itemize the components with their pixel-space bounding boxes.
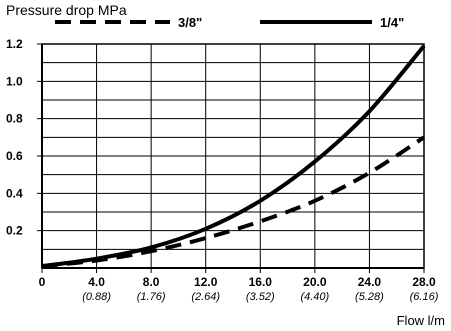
x-tick-label: 20.0: [303, 275, 327, 289]
y-tick-label: 1.2: [6, 37, 23, 51]
y-tick-label: 1.0: [6, 74, 23, 88]
x-tick-sublabel: (4.40): [300, 291, 329, 303]
x-tick-label: 4.0: [88, 275, 105, 289]
x-tick-sublabel: (3.52): [246, 291, 275, 303]
x-tick-sublabel: (1.76): [137, 291, 166, 303]
y-tick-label: 0.2: [6, 224, 23, 238]
y-tick-label: 0.4: [6, 186, 23, 200]
y-tick-label: 0.8: [6, 112, 23, 126]
x-tick-label: 24.0: [358, 275, 382, 289]
x-tick-sublabel: (0.88): [82, 291, 111, 303]
series-line-solid: [41, 44, 426, 269]
x-tick-sublabel: (2.64): [191, 291, 220, 303]
x-tick-label: 0: [39, 275, 46, 289]
y-axis-title: Pressure drop MPa: [6, 2, 127, 18]
legend-label: 1/4": [380, 15, 404, 30]
x-tick-label: 16.0: [249, 275, 273, 289]
x-tick-label: 12.0: [194, 275, 218, 289]
x-tick-sublabel: (6.16): [410, 291, 439, 303]
y-tick-label: 0.6: [6, 149, 23, 163]
x-tick-label: 28.0: [412, 275, 436, 289]
x-axis-title: Flow l/m: [396, 313, 445, 328]
series-line-dashed: [41, 135, 426, 269]
legend-label: 3/8": [178, 15, 202, 30]
x-tick-label: 8.0: [143, 275, 160, 289]
x-tick-sublabel: (5.28): [355, 291, 384, 303]
